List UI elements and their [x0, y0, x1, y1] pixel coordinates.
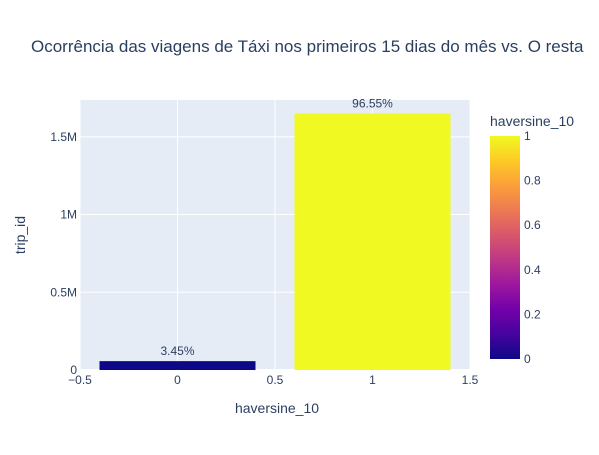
bar — [99, 361, 256, 370]
x-tick-label: 0.5 — [267, 373, 284, 387]
colorbar-tick-label: 0.8 — [524, 174, 541, 188]
y-tick-label: 1M — [60, 208, 77, 222]
colorbar-tick-label: 0.2 — [524, 307, 541, 321]
bar-data-label: 3.45% — [160, 344, 194, 358]
colorbar-tick-label: 0.6 — [524, 218, 541, 232]
y-axis-ticks: 0 0.5M 1M 1.5M — [50, 130, 77, 377]
chart-title: Ocorrência das viagens de Táxi nos prime… — [31, 37, 584, 56]
x-axis-title: haversine_10 — [235, 400, 319, 416]
bar-data-label: 96.55% — [352, 97, 393, 111]
y-tick-label: 1.5M — [50, 130, 77, 144]
y-tick-label: 0 — [70, 363, 77, 377]
y-tick-label: 0.5M — [50, 285, 77, 299]
x-tick-label: 1.5 — [462, 373, 479, 387]
x-tick-label: −0.5 — [68, 373, 92, 387]
x-axis-ticks: −0.5 0 0.5 1 1.5 — [68, 373, 479, 387]
bars — [99, 113, 451, 370]
colorbar-tick-label: 0.4 — [524, 263, 541, 277]
bar-labels: 3.45% 96.55% — [160, 97, 393, 359]
colorbar-tick-label: 0 — [524, 352, 531, 366]
colorbar-tick-label: 1 — [524, 129, 531, 143]
colorbar-gradient — [490, 136, 520, 359]
colorbar-title: haversine_10 — [490, 113, 574, 129]
bar — [294, 113, 451, 370]
colorbar-ticks: 0 0.2 0.4 0.6 0.8 1 — [524, 129, 541, 366]
x-tick-label: 0 — [174, 373, 181, 387]
colorbar: haversine_10 0 0.2 0.4 0.6 0.8 1 — [490, 113, 574, 366]
x-tick-label: 1 — [369, 373, 376, 387]
y-axis-title: trip_id — [12, 216, 28, 254]
